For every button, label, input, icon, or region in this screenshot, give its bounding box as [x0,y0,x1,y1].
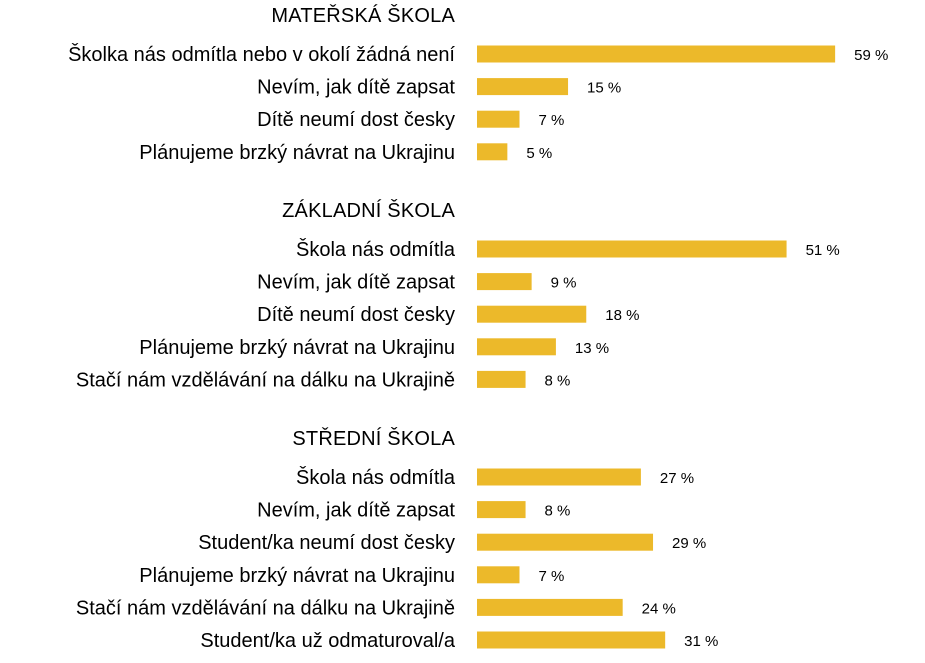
category-label: Plánujeme brzký návrat na Ukrajinu [139,337,455,359]
bar [477,143,508,161]
bar [477,338,556,356]
value-label: 7 % [538,112,564,129]
category-label: Plánujeme brzký návrat na Ukrajinu [139,565,455,587]
category-label: Dítě neumí dost česky [257,304,455,326]
category-label: Student/ka už odmaturoval/a [200,630,455,652]
value-label: 7 % [538,568,564,585]
value-label: 8 % [545,503,571,520]
bar [477,468,641,486]
value-label: 27 % [660,470,694,487]
bar [477,78,569,96]
value-label: 9 % [551,275,577,292]
category-label: Škola nás odmítla [296,238,456,261]
category-label: Nevím, jak dítě zapsat [257,272,455,294]
category-label: Dítě neumí dost česky [257,109,455,131]
bar [477,598,623,616]
bar [477,370,526,388]
category-label: Školka nás odmítla nebo v okolí žádná ne… [68,43,455,66]
category-label: Plánujeme brzký návrat na Ukrajinu [139,142,455,164]
value-label: 15 % [587,80,621,97]
bar [477,110,520,128]
bar [477,501,526,519]
bar [477,45,836,63]
bar [477,240,787,258]
bar [477,566,520,584]
bar [477,631,666,649]
value-label: 51 % [806,242,840,259]
value-label: 13 % [575,340,609,357]
category-label: Stačí nám vzdělávání na dálku na Ukrajin… [76,597,455,619]
bar [477,273,532,291]
category-label: Stačí nám vzdělávání na dálku na Ukrajin… [76,369,455,391]
group-title: MATEŘSKÁ ŠKOLA [271,4,455,27]
category-label: Škola nás odmítla [296,466,456,489]
value-label: 29 % [672,535,706,552]
value-label: 24 % [642,600,676,617]
category-label: Nevím, jak dítě zapsat [257,500,455,522]
group-title: STŘEDNÍ ŠKOLA [292,427,455,450]
bar [477,533,654,551]
value-label: 31 % [684,633,718,650]
bar [477,305,587,323]
value-label: 18 % [605,307,639,324]
value-label: 8 % [545,372,571,389]
group-title: ZÁKLADNÍ ŠKOLA [282,199,455,222]
category-label: Student/ka neumí dost česky [198,532,455,554]
value-label: 5 % [526,145,552,162]
value-label: 59 % [854,47,888,64]
category-label: Nevím, jak dítě zapsat [257,77,455,99]
